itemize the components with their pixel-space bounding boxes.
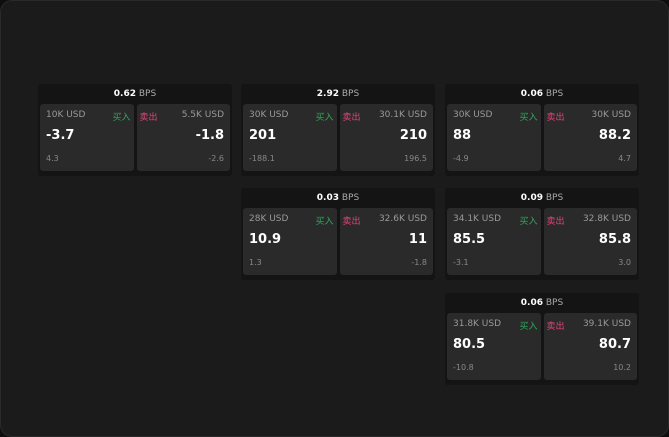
spread-unit: BPS <box>138 89 157 99</box>
ask-price: 210 <box>399 128 427 143</box>
ask-change: 4.7 <box>618 154 631 163</box>
bid-price: 201 <box>249 128 277 143</box>
bid-change: 4.3 <box>46 154 59 163</box>
bid-size: 30K USD <box>453 110 493 120</box>
bid-price: 80.5 <box>453 337 486 352</box>
ask-size: 32.8K USD <box>582 214 631 224</box>
quote-card: 0.06 BPS 30K USD 买入 88 -4.9 卖出 30K USD 8… <box>445 84 639 176</box>
buy-label: 买入 <box>315 217 334 227</box>
sell-label: 卖出 <box>139 113 158 123</box>
bid-size: 31.8K USD <box>453 319 502 329</box>
ask-change: 196.5 <box>404 154 427 163</box>
spread-unit: BPS <box>545 89 564 99</box>
sell-button[interactable]: 卖出 32.8K USD 85.8 3.0 <box>543 208 637 275</box>
sell-button[interactable]: 卖出 30.1K USD 210 196.5 <box>339 104 433 171</box>
ask-size: 30.1K USD <box>378 110 427 120</box>
buy-label: 买入 <box>112 113 131 123</box>
spread-value: 0.06 <box>520 298 543 308</box>
spread-value: 0.62 <box>113 89 136 99</box>
sell-button[interactable]: 卖出 5.5K USD -1.8 -2.6 <box>136 104 230 171</box>
bid-price: 88 <box>453 128 472 143</box>
ask-change: -2.6 <box>208 154 224 163</box>
ask-change: 3.0 <box>618 258 631 267</box>
quote-card: 0.06 BPS 31.8K USD 买入 80.5 -10.8 卖出 39.1… <box>445 293 639 385</box>
sell-label: 卖出 <box>546 217 565 227</box>
bid-size: 28K USD <box>249 214 289 224</box>
ask-price: 85.8 <box>598 232 631 247</box>
spread-unit: BPS <box>341 89 360 99</box>
bid-change: -10.8 <box>453 363 474 372</box>
ask-price: 11 <box>408 232 427 247</box>
bid-price: 85.5 <box>453 232 486 247</box>
buy-button[interactable]: 28K USD 买入 10.9 1.3 <box>243 208 337 275</box>
bid-size: 10K USD <box>46 110 86 120</box>
sell-button[interactable]: 卖出 30K USD 88.2 4.7 <box>543 104 637 171</box>
ask-price: -1.8 <box>195 128 224 143</box>
bid-change: 1.3 <box>249 258 262 267</box>
sell-button[interactable]: 卖出 32.6K USD 11 -1.8 <box>339 208 433 275</box>
sell-label: 卖出 <box>546 113 565 123</box>
ask-change: 10.2 <box>613 363 631 372</box>
spread-value: 2.92 <box>316 89 339 99</box>
spread-unit: BPS <box>545 193 564 203</box>
spread-value: 0.09 <box>520 193 543 203</box>
spread-header: 2.92 BPS <box>241 84 435 104</box>
spread-value: 0.06 <box>520 89 543 99</box>
spread-header: 0.62 BPS <box>38 84 232 104</box>
spread-header: 0.09 BPS <box>445 188 639 208</box>
bid-price: 10.9 <box>249 232 282 247</box>
ask-size: 32.6K USD <box>378 214 427 224</box>
buy-label: 买入 <box>315 113 334 123</box>
spread-unit: BPS <box>545 298 564 308</box>
ask-price: 80.7 <box>598 337 631 352</box>
bid-change: -4.9 <box>453 154 469 163</box>
spread-header: 0.03 BPS <box>241 188 435 208</box>
bid-size: 30K USD <box>249 110 289 120</box>
buy-button[interactable]: 10K USD 买入 -3.7 4.3 <box>40 104 134 171</box>
sell-button[interactable]: 卖出 39.1K USD 80.7 10.2 <box>543 313 637 380</box>
ask-size: 5.5K USD <box>181 110 224 120</box>
bid-size: 34.1K USD <box>453 214 502 224</box>
spread-header: 0.06 BPS <box>445 293 639 313</box>
buy-button[interactable]: 30K USD 买入 201 -188.1 <box>243 104 337 171</box>
quote-card: 0.09 BPS 34.1K USD 买入 85.5 -3.1 卖出 32.8K… <box>445 188 639 280</box>
quote-card: 0.03 BPS 28K USD 买入 10.9 1.3 卖出 32.6K US… <box>241 188 435 280</box>
bid-change: -188.1 <box>249 154 275 163</box>
buy-label: 买入 <box>519 113 538 123</box>
quote-card: 0.62 BPS 10K USD 买入 -3.7 4.3 卖出 5.5K USD… <box>38 84 232 176</box>
bid-change: -3.1 <box>453 258 469 267</box>
sell-label: 卖出 <box>546 322 565 332</box>
buy-button[interactable]: 30K USD 买入 88 -4.9 <box>447 104 541 171</box>
ask-size: 30K USD <box>591 110 631 120</box>
spread-value: 0.03 <box>316 193 339 203</box>
quote-card: 2.92 BPS 30K USD 买入 201 -188.1 卖出 30.1K … <box>241 84 435 176</box>
spread-unit: BPS <box>341 193 360 203</box>
sell-label: 卖出 <box>342 217 361 227</box>
ask-change: -1.8 <box>411 258 427 267</box>
buy-button[interactable]: 31.8K USD 买入 80.5 -10.8 <box>447 313 541 380</box>
bid-price: -3.7 <box>46 128 75 143</box>
sell-label: 卖出 <box>342 113 361 123</box>
buy-button[interactable]: 34.1K USD 买入 85.5 -3.1 <box>447 208 541 275</box>
buy-label: 买入 <box>519 322 538 332</box>
ask-price: 88.2 <box>598 128 631 143</box>
spread-header: 0.06 BPS <box>445 84 639 104</box>
buy-label: 买入 <box>519 217 538 227</box>
ask-size: 39.1K USD <box>582 319 631 329</box>
